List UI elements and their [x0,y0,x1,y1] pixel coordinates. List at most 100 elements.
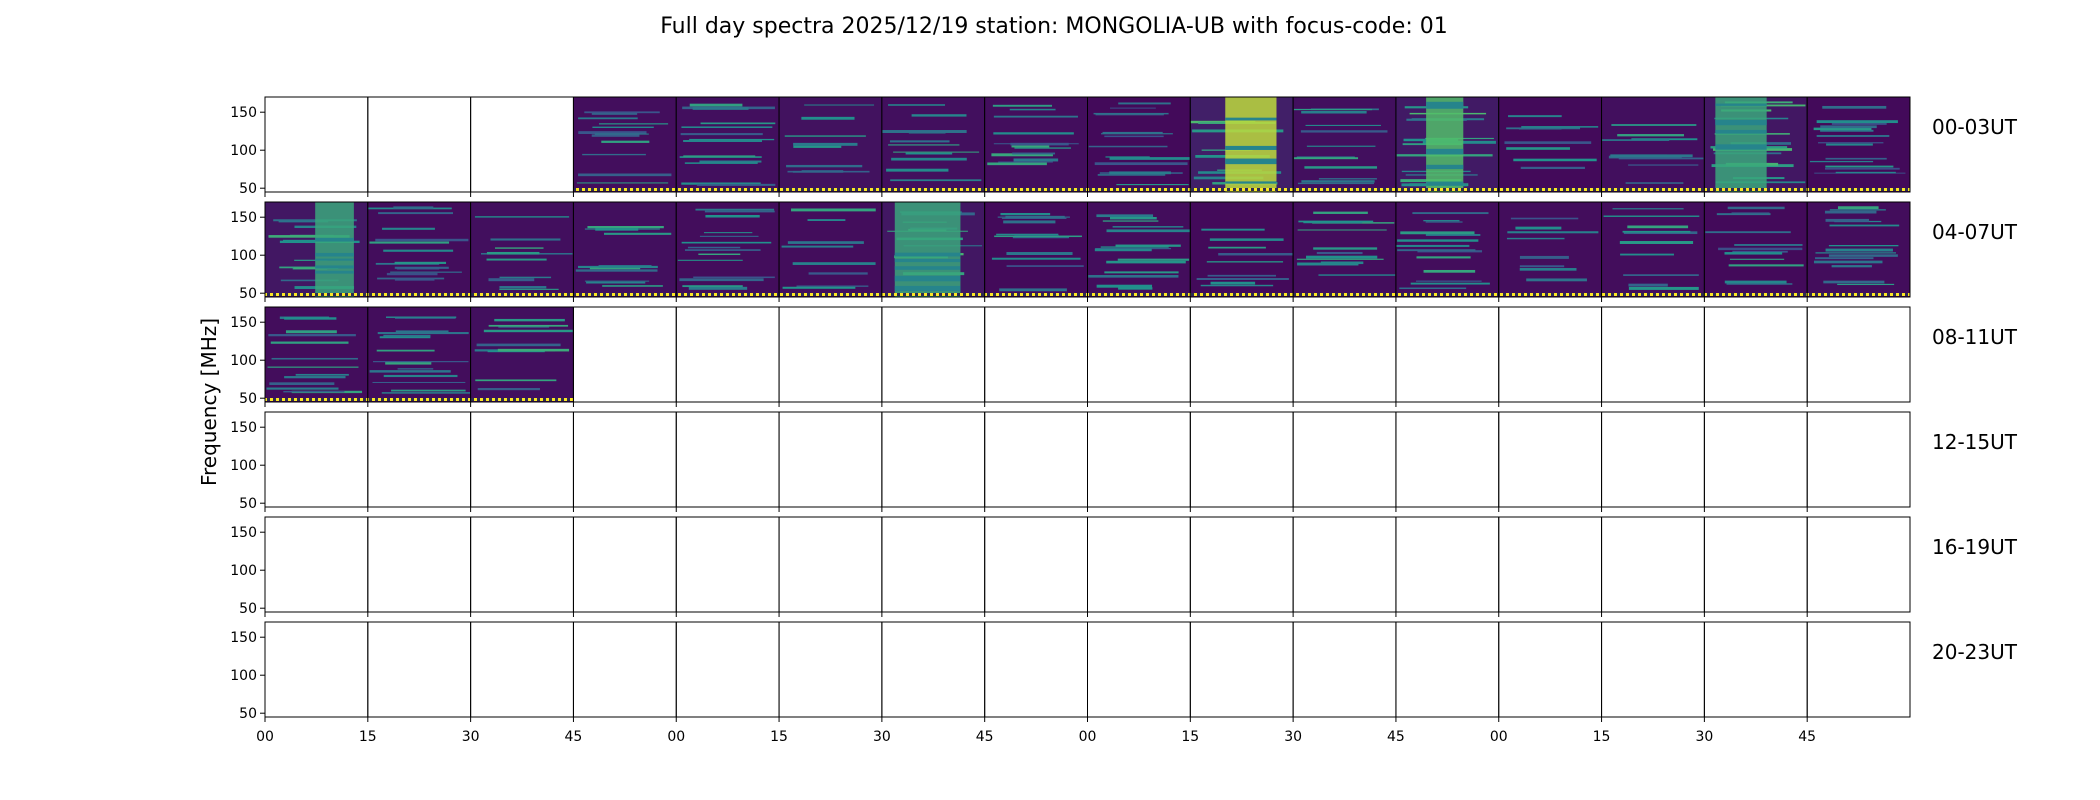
spectral-line [692,107,749,110]
spectral-line [1734,244,1803,246]
spectral-line [1318,178,1377,180]
panel-frame [1806,201,1911,298]
x-tick-label: 30 [462,729,480,745]
x-tick-label: 45 [976,729,994,745]
spectrum-panel [881,201,986,302]
spectral-line [1815,257,1874,260]
panel-frame [1087,516,1191,613]
rfi-band [1807,293,1910,296]
spectrum-panel [1087,516,1191,617]
panel-frame [778,411,883,508]
spectral-line [1628,283,1668,287]
y-tick-label: 50 [239,601,257,617]
spectral-line [1104,271,1179,274]
spectrum-background [265,307,368,402]
panel-frame [264,516,369,613]
spectrum-panel [1087,96,1191,197]
spectral-line [1218,253,1293,256]
spectrum-panel [675,201,780,302]
spectral-line [700,122,776,125]
spectral-line [266,387,339,390]
spectrum-panel [1601,411,1705,512]
row-time-label: 12-15UT [1932,430,2018,454]
burst-band [1225,97,1277,192]
x-tick-label: 15 [770,729,788,745]
spectra-rows: 50 100 150 00-03UT 50 100 150 04-07UT 50 100 150 08… [230,96,2018,722]
spectral-line [1826,143,1873,146]
spectral-line [578,173,672,177]
panel-frame [264,411,369,508]
spectral-line [1300,130,1388,133]
burst-stripe [894,252,961,257]
spectral-line [1115,244,1181,247]
spectral-line [1416,280,1482,282]
row-time-label: 04-07UT [1932,220,2018,244]
panel-frame [984,306,1088,403]
x-tick-label: 45 [1798,729,1816,745]
spectral-line [1417,250,1483,253]
panel-frame [367,96,472,193]
spectral-line [390,271,462,273]
y-axis-label: Frequency [MHz] [197,318,221,486]
spectral-line [488,278,535,282]
spectral-line [1102,220,1159,222]
rfi-band [1293,293,1396,296]
spectral-line [1313,247,1378,250]
spectral-line [1208,246,1266,249]
spectrum-panel [1292,411,1397,512]
panel-frame [264,96,369,193]
spectral-line [1397,249,1476,252]
spectral-line [477,388,540,391]
panel-frame [1189,516,1294,613]
spectral-line [273,219,357,222]
panel-frame [1087,306,1191,403]
rfi-band [984,293,1088,296]
panel-frame [367,411,472,508]
spectral-line [791,208,876,212]
spectrum-panel [572,306,677,407]
panel-frame [1087,411,1191,508]
panel-frame [1703,516,1808,613]
panel-frame [1498,516,1603,613]
panel-frame [778,306,883,403]
spectral-line [681,182,761,185]
spectral-line [1320,261,1364,265]
spectral-line [888,144,960,146]
spectral-line [587,226,664,229]
panel-frame [1601,516,1705,613]
spectral-line [781,245,854,248]
panel-frame [572,411,677,508]
spectral-line [394,261,447,264]
row-time-label: 16-19UT [1932,535,2018,559]
spectral-line [1014,234,1059,236]
spectral-line [1726,283,1793,285]
spectral-line [1612,208,1684,210]
spectral-line [382,227,435,230]
row-time-label: 00-03UT [1932,115,2018,139]
spectral-line [1014,147,1071,149]
spectrum-panel [1498,411,1603,512]
spectral-line [1109,171,1171,175]
spectrum-panel [1703,621,1808,722]
row-time-label: 08-11UT [1932,325,2018,349]
spectral-line [1831,122,1887,125]
y-tick-label: 50 [239,496,257,512]
spectrum-panel [264,411,369,512]
rfi-band [1293,188,1396,191]
panel-frame [984,621,1088,718]
burst-band [1426,97,1464,192]
spectral-line [792,170,844,173]
rfi-band [470,293,574,296]
panel-frame [1292,306,1397,403]
spectral-line [1815,252,1896,254]
burst-stripe [1225,159,1277,164]
spectral-line [284,376,346,379]
rfi-band [1704,293,1808,296]
panel-frame [264,621,369,718]
panel-frame [470,411,574,508]
y-tick-label: 150 [230,525,257,541]
burst-stripe [1715,129,1767,134]
spectral-line [283,390,345,393]
spectral-line [1829,224,1900,227]
spectral-line [378,212,454,215]
